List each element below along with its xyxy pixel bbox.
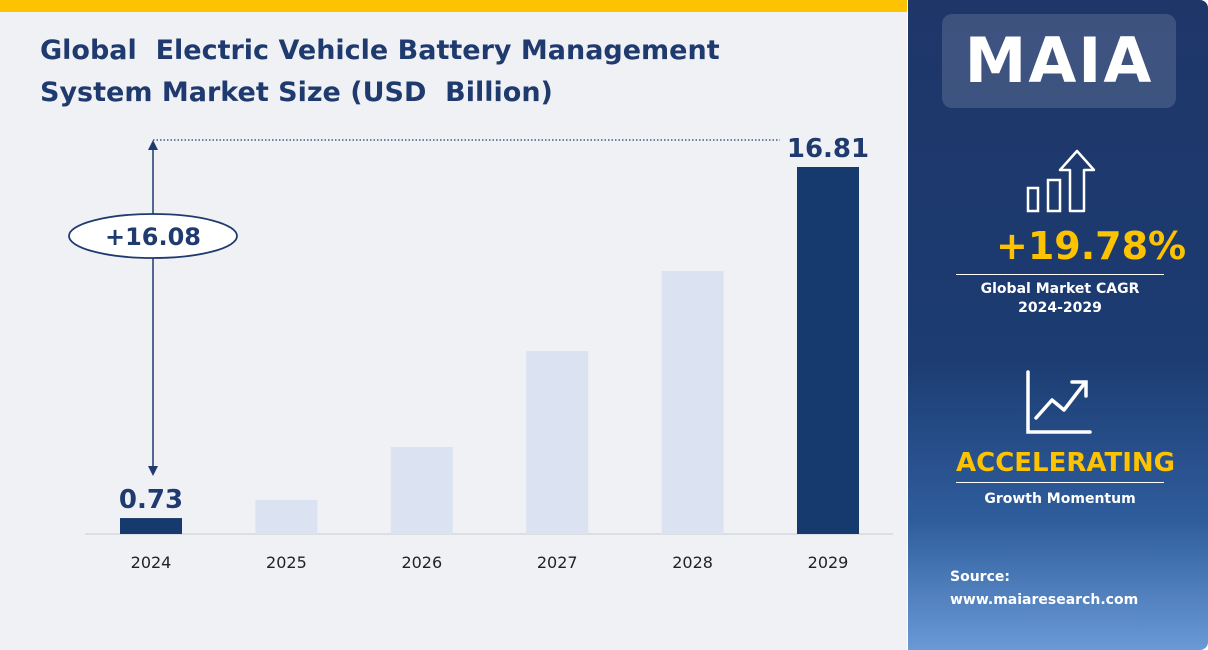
data-label-2024: 0.73 (119, 485, 183, 515)
bar-2028 (661, 270, 724, 534)
chart-panel: Global Electric Vehicle Battery Manageme… (0, 0, 907, 650)
bar-chart: 2024 0.73 2025 2026 2027 2028 2029 16.81 +16.08 (68, 134, 893, 572)
arrow-head-up (148, 140, 158, 150)
line-chart-up-icon (1026, 370, 1092, 434)
momentum-label: Growth Momentum (984, 491, 1136, 507)
source-label: Source: (950, 569, 1010, 585)
source: Source: www.maiaresearch.com (950, 566, 1138, 612)
accent-bar (0, 0, 907, 12)
x-tick-label: 2027 (537, 553, 578, 572)
bar-2025 (255, 499, 318, 534)
source-url[interactable]: www.maiaresearch.com (950, 592, 1139, 608)
chart-title: Global Electric Vehicle Battery Manageme… (40, 35, 730, 108)
cagr-value: +19.78% (996, 224, 1187, 268)
difference-label: +16.08 (105, 223, 201, 251)
x-tick-label: 2028 (672, 553, 713, 572)
growth-bars-arrow-icon (1026, 149, 1096, 213)
x-tick-label: 2026 (401, 553, 442, 572)
bar-2027 (526, 351, 589, 534)
divider (956, 274, 1164, 275)
x-tick-label: 2025 (266, 553, 307, 572)
x-tick-label: 2024 (131, 553, 172, 572)
momentum-value: ACCELERATING (956, 448, 1176, 478)
arrow-head-down (148, 466, 158, 476)
cagr-period: 2024-2029 (1018, 300, 1102, 316)
bar-2026 (390, 446, 453, 534)
x-tick-label: 2029 (808, 553, 849, 572)
divider (956, 482, 1164, 483)
difference-badge (68, 213, 238, 259)
data-label-2029: 16.81 (787, 134, 869, 164)
bar-2029 (797, 167, 859, 534)
bar-2024 (120, 518, 182, 534)
cagr-label: Global Market CAGR (980, 281, 1140, 297)
maia-logo: MAIA (942, 14, 1176, 108)
info-sidebar: MAIA +19.78% Global Market CAGR 2024-202… (908, 0, 1208, 650)
